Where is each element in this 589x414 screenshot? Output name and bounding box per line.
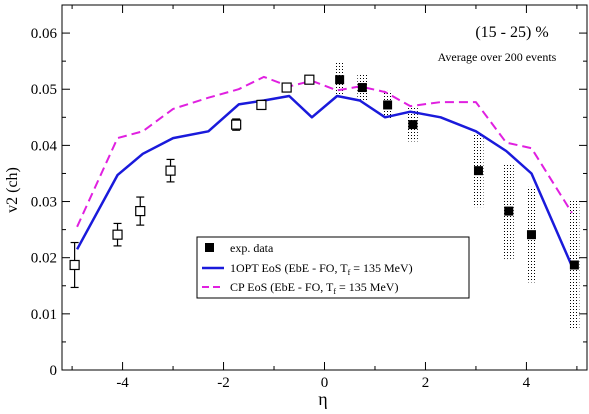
exp-data-point bbox=[335, 75, 345, 85]
exp-data-point bbox=[504, 206, 514, 216]
x-tick-label: 0 bbox=[321, 375, 329, 391]
mirrored-data-point bbox=[135, 205, 146, 217]
mirrored-data-point bbox=[165, 165, 176, 176]
x-axis-label: η bbox=[318, 389, 327, 409]
exp-data-point bbox=[408, 120, 418, 130]
x-tick-label: 2 bbox=[422, 375, 430, 391]
mirrored-data-point bbox=[69, 259, 80, 271]
legend: exp. data 1OPT EoS (EbE - FO, Tf = 135 M… bbox=[196, 236, 470, 299]
legend-box bbox=[196, 236, 470, 299]
y-tick-label: 0.03 bbox=[31, 195, 57, 211]
exp-data-point bbox=[526, 230, 536, 240]
legend-label-opt: 1OPT EoS (EbE - FO, Tf = 135 MeV) bbox=[230, 261, 413, 277]
mirrored-data-point bbox=[281, 82, 292, 93]
y-tick-label: 0 bbox=[50, 363, 58, 379]
mirrored-data-point bbox=[231, 119, 242, 130]
axis-tick-labels: -4 -2 0 2 4 0 0.01 0.02 0.03 0.04 0.05 0.06 bbox=[31, 26, 531, 391]
mirrored-data-point bbox=[112, 229, 123, 240]
exp-data-point bbox=[357, 83, 367, 93]
exp-data-point bbox=[569, 260, 579, 270]
x-tick-label: -2 bbox=[217, 375, 230, 391]
exp-data-point bbox=[473, 166, 483, 176]
cp-eos-curve bbox=[76, 75, 573, 228]
y-axis-label: v2 (ch) bbox=[4, 167, 21, 213]
y-tick-label: 0.05 bbox=[31, 82, 57, 98]
mirrored-data-point bbox=[256, 99, 267, 111]
exp-data-point bbox=[383, 100, 393, 110]
opt-eos-curve bbox=[76, 94, 574, 267]
x-tick-label: -4 bbox=[116, 375, 129, 391]
mirrored-data-point bbox=[304, 74, 315, 85]
legend-label-exp: exp. data bbox=[230, 241, 274, 255]
events-annotation: Average over 200 events bbox=[438, 50, 557, 64]
y-tick-label: 0.06 bbox=[31, 26, 58, 42]
x-tick-label: 4 bbox=[523, 375, 531, 391]
data-markers bbox=[69, 74, 579, 271]
legend-marker-exp bbox=[205, 243, 214, 252]
centrality-annotation: (15 - 25) % bbox=[475, 24, 548, 41]
y-tick-label: 0.01 bbox=[31, 307, 57, 323]
y-tick-label: 0.02 bbox=[31, 251, 57, 267]
y-tick-label: 0.04 bbox=[31, 138, 58, 154]
legend-label-cp: CP EoS (EbE - FO, Tf = 135 MeV) bbox=[230, 280, 398, 296]
axis-ticks bbox=[62, 5, 587, 371]
model-curves bbox=[76, 75, 574, 267]
